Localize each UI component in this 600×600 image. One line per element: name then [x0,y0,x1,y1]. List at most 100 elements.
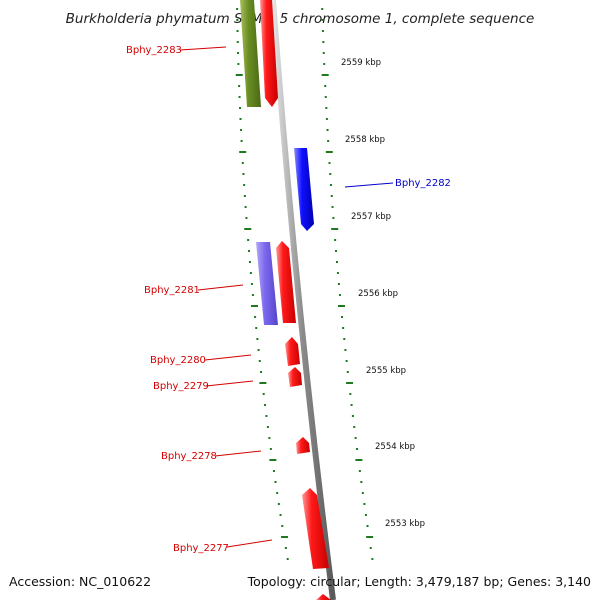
tick-minor-right [349,393,352,395]
gene-label-bphy-2281: Bphy_2281 [144,285,200,296]
tick-major-right [331,228,339,230]
tick-minor-left [243,184,246,186]
gene-label-bphy-2282: Bphy_2282 [395,178,451,189]
tick-minor-left [236,41,239,43]
kbp-label-2555: 2555 kbp [366,366,406,376]
tick-minor-left [277,503,280,505]
tick-major-left [235,74,243,76]
gene-bphy-2283 [240,0,261,107]
tick-minor-left [256,338,259,340]
tick-major-left [250,305,258,307]
tick-minor-left [281,525,284,527]
tick-minor-left [236,19,239,21]
tick-minor-left [243,195,246,197]
tick-minor-left [240,129,243,131]
leader-line-0 [179,46,227,51]
tick-major-left [244,228,252,230]
tick-minor-right [363,503,366,505]
gene-features [240,0,331,600]
kbp-label-2554: 2554 kbp [375,442,415,452]
tick-minor-right [343,338,346,340]
tick-minor-right [336,272,339,274]
leader-line-6 [226,539,273,548]
tick-minor-right [358,470,361,472]
tick-minor-left [237,63,240,65]
tick-minor-right [346,371,349,373]
tick-minor-right [329,184,332,186]
tick-major-right [346,382,354,384]
tick-minor-right [330,195,333,197]
tick-minor-left [238,85,241,87]
tick-minor-left [254,316,257,318]
kbp-label-2553: 2553 kbp [385,519,425,529]
tick-minor-right [371,558,374,560]
gene-unlabeled-1 [260,0,278,107]
gene-unlabeled-2 [276,241,296,323]
tick-minor-right [332,217,335,219]
tick-minor-right [355,448,358,450]
tick-minor-left [262,393,265,395]
tick-minor-right [324,96,327,98]
tick-minor-right [324,85,327,87]
tick-minor-right [350,404,353,406]
tick-minor-left [236,30,239,32]
gene-bphy-2277 [302,488,329,569]
tick-major-left [269,459,277,461]
gene-label-bphy-2279: Bphy_2279 [153,381,209,392]
leader-line-2 [197,284,244,291]
gene-unlabeled-3 [316,594,331,600]
tick-major-right [325,151,333,153]
tick-minor-left [245,217,248,219]
kbp-label-2558: 2558 kbp [345,135,385,145]
leader-line-4 [205,380,254,387]
tick-minor-right [344,349,347,351]
kbp-label-2559: 2559 kbp [341,58,381,68]
tick-minor-right [325,107,328,109]
tick-minor-right [361,492,364,494]
tick-minor-left [248,250,251,252]
leader-line-5 [214,450,262,457]
tick-minor-left [242,173,245,175]
tick-minor-left [269,448,272,450]
kbp-labels: 2559 kbp 2558 kbp 2557 kbp 2556 kbp 2555… [341,58,425,529]
tick-minor-right [321,30,324,32]
tick-major-right [337,305,345,307]
gene-label-bphy-2280: Bphy_2280 [150,355,206,366]
tick-marks [235,8,374,560]
tick-minor-left [279,514,282,516]
tick-minor-right [335,250,338,252]
tick-minor-right [322,52,325,54]
tick-minor-left [286,558,289,560]
tick-minor-right [323,63,326,65]
gene-labels: Bphy_2283 Bphy_2282 Bphy_2281 Bphy_2280 … [126,45,451,554]
tick-minor-right [369,547,372,549]
map-title: Burkholderia phymatum STM815 chromosome … [66,11,535,27]
tick-minor-right [334,239,337,241]
tick-minor-right [364,514,367,516]
gene-label-bphy-2278: Bphy_2278 [161,451,217,462]
kbp-label-2556: 2556 kbp [358,289,398,299]
gene-label-leaders [179,46,394,548]
tick-minor-left [248,261,251,263]
tick-minor-right [341,316,344,318]
tick-minor-left [255,327,258,329]
tick-minor-right [351,415,354,417]
tick-minor-left [236,8,239,10]
tick-minor-left [265,415,268,417]
tick-minor-left [258,360,261,362]
tick-minor-left [251,294,254,296]
tick-minor-right [321,8,324,10]
tick-minor-left [274,481,277,483]
tick-minor-left [237,52,240,54]
tick-major-left [281,536,289,538]
tick-major-right [355,459,363,461]
tick-minor-left [241,162,244,164]
tick-minor-left [257,349,260,351]
tick-minor-left [244,206,247,208]
gene-label-bphy-2277: Bphy_2277 [173,543,229,554]
tick-minor-left [268,437,271,439]
gene-bphy-2281 [256,242,278,325]
tick-minor-left [272,470,275,472]
tick-minor-right [360,481,363,483]
tick-minor-left [284,547,287,549]
